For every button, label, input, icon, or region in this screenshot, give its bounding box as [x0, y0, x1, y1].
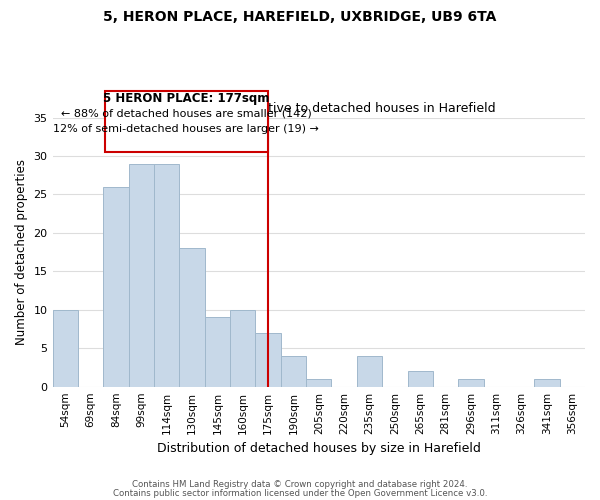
Bar [281, 356, 306, 386]
Text: Contains public sector information licensed under the Open Government Licence v3: Contains public sector information licen… [113, 488, 487, 498]
FancyBboxPatch shape [104, 90, 268, 152]
Text: 12% of semi-detached houses are larger (19) →: 12% of semi-detached houses are larger (… [53, 124, 319, 134]
Bar [179, 248, 205, 386]
Bar [357, 356, 382, 386]
Title: Size of property relative to detached houses in Harefield: Size of property relative to detached ho… [142, 102, 496, 115]
Text: ← 88% of detached houses are smaller (142): ← 88% of detached houses are smaller (14… [61, 108, 311, 118]
Bar [53, 310, 78, 386]
Bar [230, 310, 256, 386]
Bar [458, 379, 484, 386]
Text: 5, HERON PLACE, HAREFIELD, UXBRIDGE, UB9 6TA: 5, HERON PLACE, HAREFIELD, UXBRIDGE, UB9… [103, 10, 497, 24]
Bar [407, 372, 433, 386]
Bar [306, 379, 331, 386]
Bar [534, 379, 560, 386]
Y-axis label: Number of detached properties: Number of detached properties [15, 159, 28, 345]
Text: 5 HERON PLACE: 177sqm: 5 HERON PLACE: 177sqm [103, 92, 269, 105]
Bar [103, 186, 128, 386]
Bar [128, 164, 154, 386]
Text: Contains HM Land Registry data © Crown copyright and database right 2024.: Contains HM Land Registry data © Crown c… [132, 480, 468, 489]
X-axis label: Distribution of detached houses by size in Harefield: Distribution of detached houses by size … [157, 442, 481, 455]
Bar [154, 164, 179, 386]
Bar [256, 333, 281, 386]
Bar [205, 318, 230, 386]
